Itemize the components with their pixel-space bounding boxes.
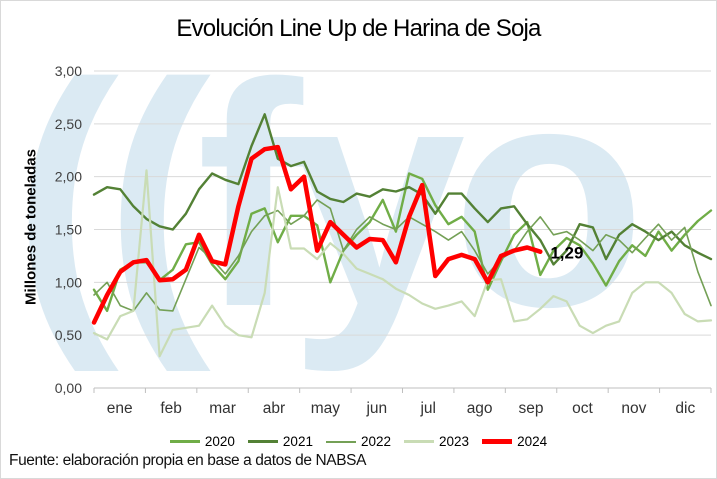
- series-line-2023: [92, 169, 713, 358]
- legend-item-2023: 2023: [404, 434, 469, 449]
- x-month-label: nov: [621, 400, 646, 417]
- chart-title: Evolución Line Up de Harina de Soja: [176, 15, 541, 42]
- legend-swatch-2023: [404, 440, 435, 443]
- y-tick-label: 0,50: [55, 327, 82, 343]
- legend-item-2024: 2024: [482, 434, 547, 449]
- y-tick-label: 2,00: [55, 169, 82, 185]
- legend-item-2021: 2021: [247, 434, 313, 449]
- series-line-2021: [92, 113, 713, 266]
- series-line-2024: [91, 144, 543, 325]
- x-month-label: sep: [519, 400, 544, 417]
- y-tick-label: 1,50: [55, 222, 82, 238]
- x-month-label: mar: [209, 400, 236, 417]
- legend-swatch-2021: [247, 440, 278, 443]
- y-tick-label: 3,00: [55, 63, 82, 79]
- y-tick-label: 1,00: [55, 274, 82, 290]
- y-tick-label: 0,00: [55, 380, 82, 396]
- source-note: Fuente: elaboración propia en base a dat…: [9, 452, 367, 469]
- legend-label-2020: 2020: [204, 434, 235, 449]
- legend-swatch-2022: [325, 440, 356, 443]
- legend-label-2024: 2024: [517, 434, 548, 449]
- x-month-label: abr: [263, 400, 285, 417]
- legend-label-2021: 2021: [282, 434, 313, 449]
- data-label-2024: 1,29: [550, 244, 583, 263]
- x-month-label: oct: [572, 400, 593, 417]
- x-month-label: feb: [160, 400, 182, 417]
- y-tick-label: 2,50: [55, 116, 82, 132]
- legend: 2020 2021 2022 2023 2024: [1, 434, 716, 449]
- x-month-label: ago: [467, 400, 493, 417]
- legend-label-2022: 2022: [360, 434, 392, 449]
- x-month-label: dic: [675, 400, 695, 417]
- legend-swatch-2024: [482, 439, 513, 444]
- x-month-label: may: [311, 400, 341, 417]
- legend-item-2020: 2020: [169, 434, 235, 449]
- legend-item-2022: 2022: [325, 434, 392, 449]
- legend-label-2023: 2023: [439, 434, 470, 449]
- series-line-2022: [93, 199, 712, 312]
- legend-swatch-2020: [169, 440, 200, 443]
- x-month-label: jul: [419, 400, 436, 417]
- x-month-label: ene: [107, 400, 133, 417]
- x-month-label: jun: [365, 400, 387, 417]
- y-axis-title: Millones de toneladas: [22, 149, 40, 305]
